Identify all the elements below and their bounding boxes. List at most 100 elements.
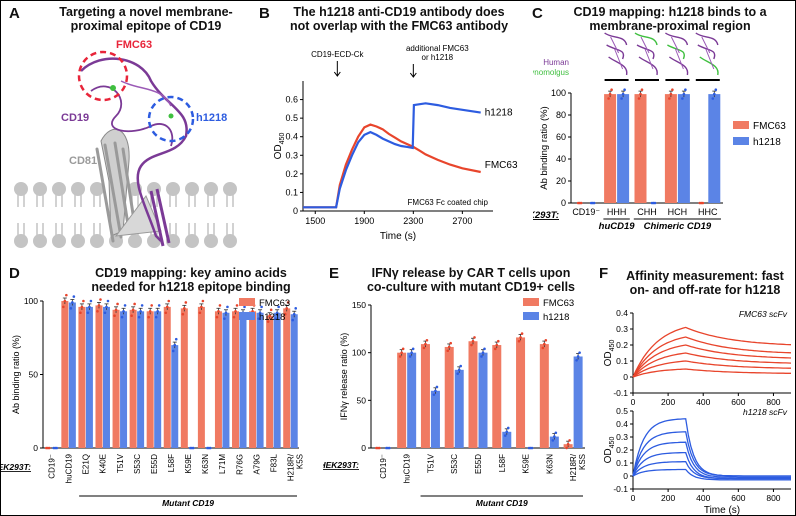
data-point — [432, 393, 436, 396]
lipid-head — [71, 182, 85, 196]
cartoon-domain-2 — [636, 44, 655, 60]
row-label-hek293t: HEK293T: — [323, 460, 359, 470]
data-point — [283, 312, 287, 316]
row-label-hek293t: HEK293T: — [533, 210, 559, 221]
chip-label: FMC63 Fc coated chip — [408, 198, 489, 207]
data-point — [576, 355, 580, 358]
cartoon-domain-2 — [697, 44, 716, 60]
data-point — [579, 201, 583, 205]
data-point — [154, 315, 158, 319]
data-point — [114, 308, 118, 312]
x-tick-label: 2700 — [452, 216, 472, 226]
cd81-label: CD81 — [69, 155, 97, 167]
lipid-head — [33, 234, 47, 248]
species-cyno-label: Cynomolgus — [533, 68, 569, 77]
lipid-head — [52, 182, 66, 196]
data-point — [201, 299, 205, 303]
lipid-head — [185, 234, 199, 248]
data-point — [424, 342, 427, 346]
data-point — [669, 92, 673, 96]
data-point — [131, 308, 135, 312]
data-point — [578, 351, 581, 354]
data-point — [120, 315, 124, 319]
y-tick-label: 20 — [556, 176, 566, 186]
lipid-head — [90, 182, 104, 196]
data-point — [554, 431, 558, 435]
bar-h1218 — [454, 369, 464, 448]
data-point — [65, 293, 68, 297]
data-point — [291, 318, 295, 322]
x-category-label: A79G — [252, 454, 261, 474]
data-point — [147, 315, 150, 319]
data-point — [235, 304, 239, 307]
bar-h1218 — [171, 345, 179, 448]
x-tick-label: 800 — [766, 493, 780, 503]
data-point — [82, 299, 85, 303]
data-point — [435, 385, 439, 389]
lipid-head — [204, 182, 218, 196]
data-point — [493, 347, 497, 351]
x-category-label: CHH — [637, 207, 657, 217]
data-point — [55, 446, 59, 450]
series-line-h1218 — [303, 102, 481, 209]
x-tick-label: 600 — [731, 493, 745, 503]
data-point — [701, 201, 705, 205]
bar-fmc63 — [163, 306, 171, 448]
data-point — [543, 342, 546, 346]
data-point — [275, 311, 279, 315]
data-point — [277, 305, 280, 309]
series-group-label: FMC63 scFv — [739, 309, 788, 319]
data-point — [496, 339, 500, 343]
panel-letter-f: F — [599, 265, 609, 282]
y-tick-label: 0.3 — [285, 150, 298, 160]
bar-h1218 — [102, 306, 110, 448]
h1218-label: h1218 — [196, 112, 227, 124]
x-tick-label: 0 — [631, 397, 636, 407]
panel-a-title: Targeting a novel membrane- proximal epi… — [59, 5, 233, 33]
cd19-label: CD19 — [61, 112, 89, 124]
sensorgram-line — [632, 360, 791, 378]
y-axis-title: IFNγ release ratio (%) — [339, 333, 349, 421]
bar-fmc63 — [78, 306, 86, 448]
data-point — [292, 312, 296, 316]
x-category-label: HHC — [698, 207, 718, 217]
data-point — [553, 435, 556, 438]
y-tick-label: 0.2 — [285, 169, 298, 179]
y-tick-label: 0 — [361, 443, 366, 453]
panel-b-title: The h1218 anti-CD19 antibody does not ov… — [289, 5, 509, 33]
cartoon-strands — [670, 36, 684, 70]
bar-fmc63 — [146, 311, 154, 448]
sensorgram-line — [632, 468, 791, 481]
lipid-tail — [55, 195, 63, 207]
bar-h1218 — [256, 312, 264, 448]
data-point — [80, 305, 84, 309]
lipid-head — [71, 234, 85, 248]
data-point — [226, 305, 229, 309]
data-point — [183, 307, 186, 310]
data-point — [610, 88, 613, 91]
bar-fmc63 — [420, 344, 430, 448]
x-category-label: L58F — [498, 454, 507, 472]
lipid-tail — [93, 195, 101, 207]
bar-fmc63 — [232, 311, 240, 448]
data-point — [69, 307, 73, 310]
data-point — [192, 446, 195, 450]
series-label-h1218: h1218 — [485, 108, 513, 119]
y-tick-label: 100 — [24, 296, 38, 306]
data-point — [517, 339, 521, 343]
x-tick-label: 2300 — [403, 216, 423, 226]
panel-letter-b: B — [259, 5, 270, 22]
bar-h1218 — [120, 311, 128, 448]
data-point — [457, 368, 461, 372]
bar-h1218 — [478, 352, 488, 448]
lipid-tail — [93, 223, 101, 235]
lipid-head — [166, 234, 180, 248]
data-point — [171, 349, 175, 353]
lipid-tail — [74, 195, 82, 207]
data-point — [623, 88, 626, 91]
y-tick-label: 0.4 — [285, 132, 298, 142]
lipid-tail — [55, 223, 63, 235]
data-point — [447, 345, 451, 349]
lipid-tail — [207, 195, 215, 207]
data-point — [575, 358, 578, 362]
